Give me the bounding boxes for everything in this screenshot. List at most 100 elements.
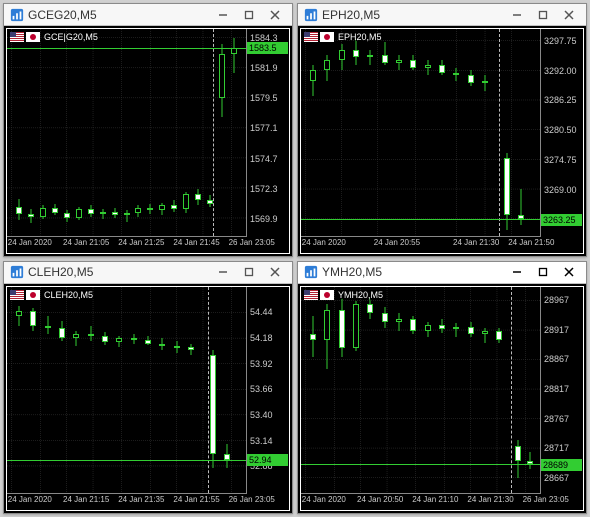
y-tick-label: 1574.7 [250,154,278,164]
x-axis: 24 Jan 202024 Jan 20:5524 Jan 21:3024 Ja… [301,237,541,253]
x-tick-label: 24 Jan 2020 [8,495,52,504]
x-axis: 24 Jan 202024 Jan 21:1524 Jan 21:3524 Ja… [7,494,247,510]
window-titlebar[interactable]: YMH20,M5 [298,262,586,284]
candle [116,287,122,494]
candle [52,29,58,236]
flag-icon [26,290,40,300]
flag-icon [320,290,334,300]
y-tick-label: 54.18 [250,333,273,343]
maximize-button[interactable] [236,263,262,281]
maximize-button[interactable] [530,6,556,24]
candle [88,29,94,236]
y-tick-label: 28867 [544,354,569,364]
y-tick-label: 53.14 [250,436,273,446]
candle [425,29,431,236]
y-tick-label: 53.92 [250,359,273,369]
x-tick-label: 24 Jan 21:25 [118,238,164,247]
y-tick-label: 3280.50 [544,125,577,135]
candle [88,287,94,494]
plot-region[interactable]: GCE|G20,M5 [7,29,247,237]
candle [102,287,108,494]
plot-region[interactable]: CLEH20,M5 [7,287,247,495]
y-tick-label: 28917 [544,325,569,335]
flag-icon [26,32,40,42]
bid-price-tag: 28689 [541,459,582,471]
candle [453,29,459,236]
session-break-line [511,287,512,494]
close-button[interactable] [556,6,582,24]
minimize-button[interactable] [504,263,530,281]
candle [59,287,65,494]
y-axis: 2866728717287672881728867289172896728689 [541,287,583,495]
y-tick-label: 28967 [544,295,569,305]
symbol-label: YMH20,M5 [336,290,383,300]
candle [159,29,165,236]
flag-icon [10,290,24,300]
x-tick-label: 24 Jan 21:10 [412,495,458,504]
candle [410,29,416,236]
x-tick-label: 26 Jan 23:05 [229,238,275,247]
close-button[interactable] [262,263,288,281]
window-titlebar[interactable]: CLEH20,M5 [4,262,292,284]
candle [159,287,165,494]
candle [396,29,402,236]
window-title: CLEH20,M5 [28,265,93,279]
minimize-button[interactable] [504,6,530,24]
close-button[interactable] [262,6,288,24]
window-titlebar[interactable]: EPH20,M5 [298,4,586,26]
candle [16,29,22,236]
candle [396,287,402,494]
candle [207,29,213,236]
candle [410,287,416,494]
y-tick-label: 28717 [544,443,569,453]
candle [224,287,230,494]
chart-area[interactable]: GCE|G20,M51569.91572.31574.71577.11579.5… [4,26,292,256]
x-tick-label: 24 Jan 20:55 [374,238,420,247]
candle [147,29,153,236]
candle [496,287,502,494]
y-tick-label: 3274.75 [544,155,577,165]
window-title: EPH20,M5 [322,8,380,22]
flag-icon [304,32,318,42]
candle [324,29,330,236]
x-tick-label: 26 Jan 23:05 [229,495,275,504]
candle [174,287,180,494]
symbol-label: GCE|G20,M5 [42,32,98,42]
maximize-button[interactable] [530,263,556,281]
candle [131,287,137,494]
maximize-button[interactable] [236,6,262,24]
close-button[interactable] [556,263,582,281]
candle [425,287,431,494]
x-tick-label: 24 Jan 21:30 [453,238,499,247]
y-tick-label: 1581.9 [250,63,278,73]
symbol-header: GCE|G20,M5 [10,32,98,42]
plot-region[interactable]: YMH20,M5 [301,287,541,495]
candle [518,29,524,236]
chart-area[interactable]: YMH20,M528667287172876728817288672891728… [298,284,586,514]
candle [16,287,22,494]
candle [183,29,189,236]
bid-line [301,464,540,465]
candle [195,29,201,236]
minimize-button[interactable] [210,263,236,281]
chart-area[interactable]: EPH20,M53263.253269.003274.753280.503286… [298,26,586,256]
chart-area[interactable]: CLEH20,M552.8853.1453.4053.6653.9254.185… [4,284,292,514]
minimize-button[interactable] [210,6,236,24]
y-tick-label: 1577.1 [250,123,278,133]
candle [112,29,118,236]
window-title: GCEG20,M5 [28,8,97,22]
y-axis: 1569.91572.31574.71577.11579.51581.91584… [247,29,289,237]
y-tick-label: 28817 [544,384,569,394]
candle [310,29,316,236]
candle [453,287,459,494]
x-tick-label: 24 Jan 2020 [8,238,52,247]
y-axis: 3263.253269.003274.753280.503286.253292.… [541,29,583,237]
x-axis: 24 Jan 202024 Jan 21:0524 Jan 21:2524 Ja… [7,237,247,253]
window-icon [10,265,24,279]
candle [439,287,445,494]
plot-region[interactable]: EPH20,M5 [301,29,541,237]
candle [367,287,373,494]
y-tick-label: 3269.00 [544,185,577,195]
y-tick-label: 3297.75 [544,36,577,46]
window-titlebar[interactable]: GCEG20,M5 [4,4,292,26]
